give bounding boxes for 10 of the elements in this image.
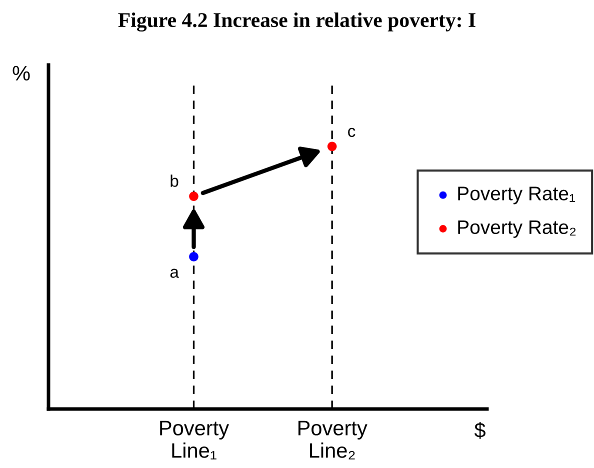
legend-label: Poverty Rate₂ — [458, 220, 576, 238]
x-tick-label: Poverty Line₁ — [160, 420, 230, 460]
annotation: b — [170, 174, 178, 187]
chart-title: Figure 4.2 Increase in relative poverty: I — [118, 12, 476, 32]
annotation: c — [348, 128, 356, 137]
annotation: a — [170, 268, 179, 278]
x-axis-title: $ — [474, 422, 486, 439]
x-tick-label: Poverty Line₂ — [298, 420, 368, 460]
y-axis-title: % — [12, 66, 30, 81]
legend-label: Poverty Rate₁ — [458, 186, 576, 204]
